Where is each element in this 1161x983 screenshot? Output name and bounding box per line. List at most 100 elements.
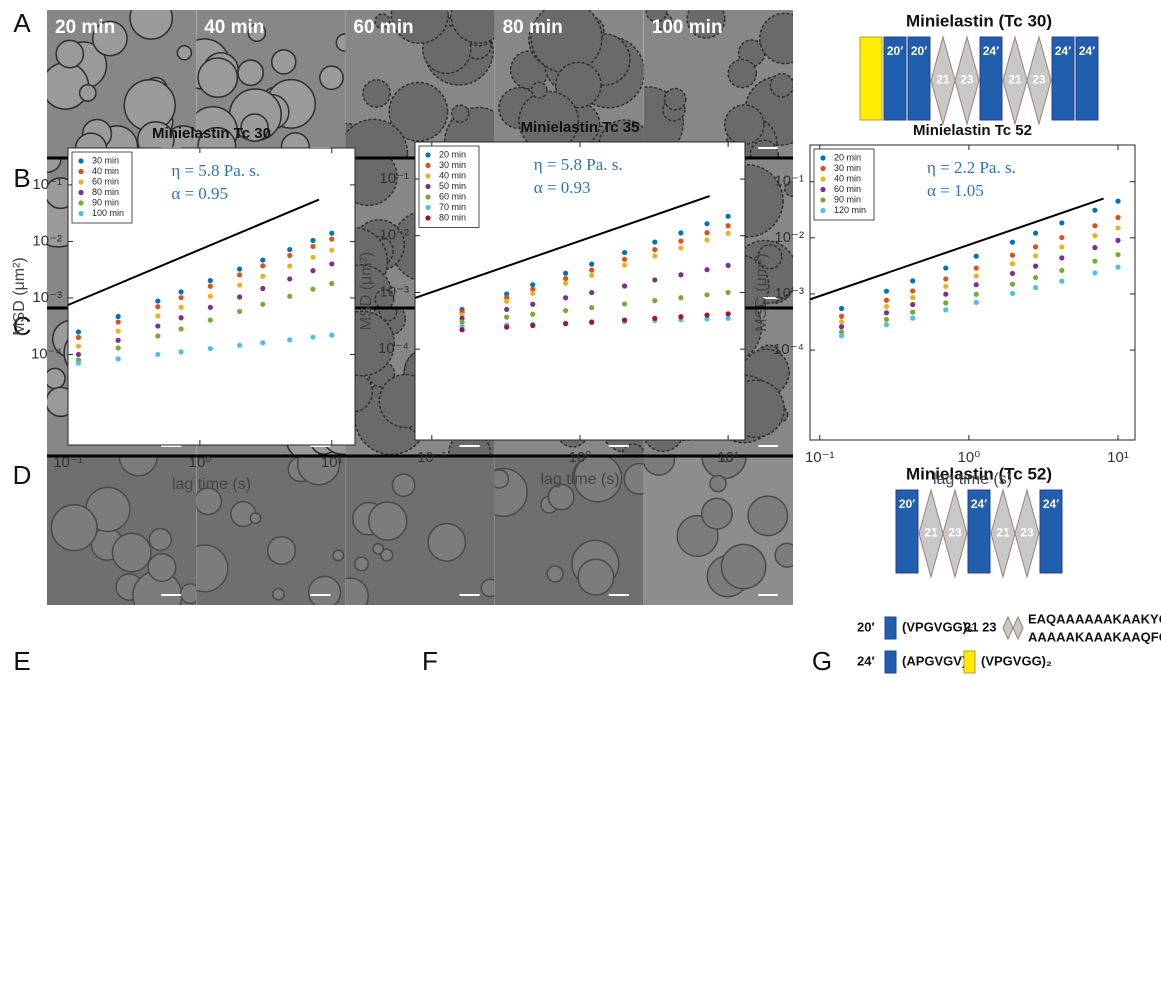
data-point: [973, 253, 979, 259]
data-point: [621, 262, 628, 268]
data-point: [563, 275, 569, 282]
data-point: [155, 298, 161, 304]
data-point: [310, 254, 316, 260]
data-point: [115, 319, 121, 325]
construct-legend: 20′ (VPGVGG)₅ 21 23 EAQAAAAAAKAAKYGVGT A…: [857, 611, 1161, 674]
y-tick-label: 10⁻²: [774, 229, 804, 246]
data-point: [236, 342, 243, 348]
data-point: [563, 321, 569, 327]
data-point: [207, 277, 213, 284]
data-point: [1032, 263, 1039, 269]
data-point: [1059, 255, 1065, 261]
construct-diamond: [1026, 35, 1052, 126]
legend-swatch: [884, 650, 897, 674]
data-point: [504, 306, 510, 313]
data-point: [1009, 252, 1016, 258]
droplet: [577, 558, 615, 596]
data-point: [207, 317, 213, 323]
x-tick-label: 10¹: [321, 454, 343, 471]
y-tick-label: 10⁻¹: [379, 170, 409, 187]
droplet: [749, 139, 779, 158]
data-point: [1009, 290, 1016, 297]
data-point: [287, 337, 293, 343]
legend-marker: [820, 207, 826, 214]
droplet: [362, 79, 392, 108]
data-point: [329, 332, 335, 338]
data-point: [883, 316, 890, 323]
data-point: [678, 272, 684, 278]
data-point: [943, 276, 949, 282]
data-point: [838, 324, 845, 330]
block-label: 23: [1020, 526, 1034, 540]
legend-marker: [425, 152, 431, 158]
droplet: [335, 33, 346, 52]
data-point: [260, 257, 266, 263]
data-point: [260, 301, 266, 307]
data-point: [883, 303, 890, 310]
annotation: α = 0.95: [171, 184, 228, 203]
droplet: [247, 23, 267, 43]
data-point: [704, 316, 710, 322]
data-point: [973, 282, 979, 288]
data-point: [704, 292, 710, 298]
droplet: [78, 84, 97, 102]
data-point: [652, 239, 658, 245]
droplet: [573, 456, 623, 503]
droplet: [727, 58, 758, 89]
data-point: [178, 289, 184, 295]
micrograph: [196, 456, 346, 605]
chart-title: Minielastin Tc 30: [152, 125, 271, 142]
panel-label: F: [422, 646, 438, 676]
data-point: [943, 283, 949, 290]
droplet: [147, 552, 177, 583]
data-point: [910, 309, 916, 315]
data-point: [1115, 252, 1121, 258]
legend-swatch: [884, 616, 897, 640]
droplet: [391, 473, 416, 498]
legend-marker: [78, 179, 84, 185]
droplet: [179, 583, 197, 605]
data-point: [236, 266, 243, 272]
data-point: [75, 351, 82, 358]
data-point: [75, 329, 82, 335]
droplet: [319, 65, 344, 91]
data-point: [530, 286, 536, 292]
micrograph: [494, 456, 644, 605]
legend-marker: [425, 194, 431, 200]
droplet: [197, 57, 239, 99]
legend-label: 90 min: [92, 197, 119, 207]
data-point: [973, 299, 979, 305]
droplet: [769, 72, 793, 98]
legend-label: 40 min: [92, 166, 119, 176]
data-point: [287, 246, 293, 253]
data-point: [1092, 258, 1098, 264]
legend-label: 60 min: [834, 184, 861, 194]
legend-swatch: [1012, 615, 1024, 641]
droplet: [372, 542, 385, 555]
data-point: [652, 253, 658, 259]
legend-label: 30 min: [834, 163, 861, 173]
data-point: [910, 278, 916, 284]
legend-key: 24′: [857, 653, 875, 668]
data-point: [310, 334, 316, 340]
data-point: [1009, 261, 1016, 267]
droplet: [196, 487, 223, 516]
droplet: [774, 542, 793, 568]
data-point: [75, 360, 82, 366]
construct-diamond: [918, 488, 944, 579]
legend-label: 90 min: [834, 194, 861, 204]
y-axis-label: MSD (μm²): [11, 257, 28, 336]
panel-label: E: [13, 646, 30, 676]
block-label: 24′: [983, 44, 999, 58]
data-point: [504, 291, 510, 297]
block-label: 23: [960, 73, 974, 87]
data-point: [459, 319, 465, 325]
droplet: [720, 543, 767, 590]
data-point: [115, 356, 121, 362]
block-label: 21: [996, 526, 1010, 540]
data-point: [236, 294, 243, 300]
x-tick-label: 10⁰: [569, 449, 592, 466]
droplet: [374, 289, 395, 308]
data-point: [838, 313, 845, 319]
droplet: [240, 113, 269, 142]
